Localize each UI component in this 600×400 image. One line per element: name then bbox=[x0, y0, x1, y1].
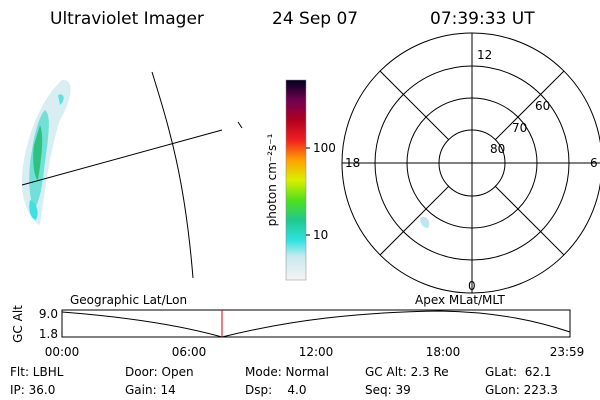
timeline-xtick: 12:00 bbox=[299, 345, 334, 359]
aurora-image bbox=[21, 71, 243, 279]
colorbar bbox=[285, 79, 307, 281]
timeline-xtick: 06:00 bbox=[172, 345, 207, 359]
timeline-xtick: 23:59 bbox=[550, 345, 585, 359]
mlt-label: 0 bbox=[468, 279, 476, 293]
colorbar-tick-label: 100 bbox=[313, 141, 336, 155]
timeline-xtick: 18:00 bbox=[426, 345, 461, 359]
status-field: GLon: 223.3 bbox=[485, 383, 558, 397]
colorbar-tick-label: 10 bbox=[313, 228, 328, 242]
title: Ultraviolet Imager bbox=[50, 9, 204, 29]
date: 24 Sep 07 bbox=[272, 9, 358, 29]
mlt-label: 12 bbox=[477, 48, 492, 62]
status-field: Mode: Normal bbox=[245, 365, 329, 379]
timeline-frame bbox=[61, 309, 571, 338]
polar-grid bbox=[341, 32, 600, 294]
mlt-label: 6 bbox=[590, 156, 598, 170]
lat-label: 80 bbox=[490, 142, 505, 156]
status-field: Gain: 14 bbox=[125, 383, 176, 397]
lat-label: 60 bbox=[535, 99, 550, 113]
mlt-label: 18 bbox=[345, 156, 360, 170]
timeline-axis-label: GC Alt bbox=[11, 305, 25, 343]
status-field: GLat: 62.1 bbox=[485, 365, 551, 379]
footer: Flt: LBHL Door: Open Mode: Normal GC Alt… bbox=[10, 365, 558, 397]
status-field: Door: Open bbox=[125, 365, 194, 379]
status-field: Dsp: 4.0 bbox=[245, 383, 307, 397]
status-field: Flt: LBHL bbox=[10, 365, 64, 379]
status-field: Seq: 39 bbox=[365, 383, 411, 397]
timeline-ytick: 9.0 bbox=[39, 307, 58, 321]
status-field: IP: 36.0 bbox=[10, 383, 55, 397]
altitude-curve bbox=[61, 310, 571, 338]
time: 07:39:33 UT bbox=[430, 9, 535, 29]
timeline-ytick: 1.8 bbox=[39, 327, 58, 341]
lat-label: 70 bbox=[512, 121, 527, 135]
timeline-xtick: 00:00 bbox=[45, 345, 80, 359]
aurora-spot bbox=[420, 216, 430, 228]
colorbar-label: photon cm⁻²s⁻¹ bbox=[265, 133, 279, 226]
status-field: GC Alt: 2.3 Re bbox=[365, 365, 449, 379]
timeline-title: Geographic Lat/Lon bbox=[70, 293, 187, 307]
timeline-title: Apex MLat/MLT bbox=[415, 293, 505, 307]
